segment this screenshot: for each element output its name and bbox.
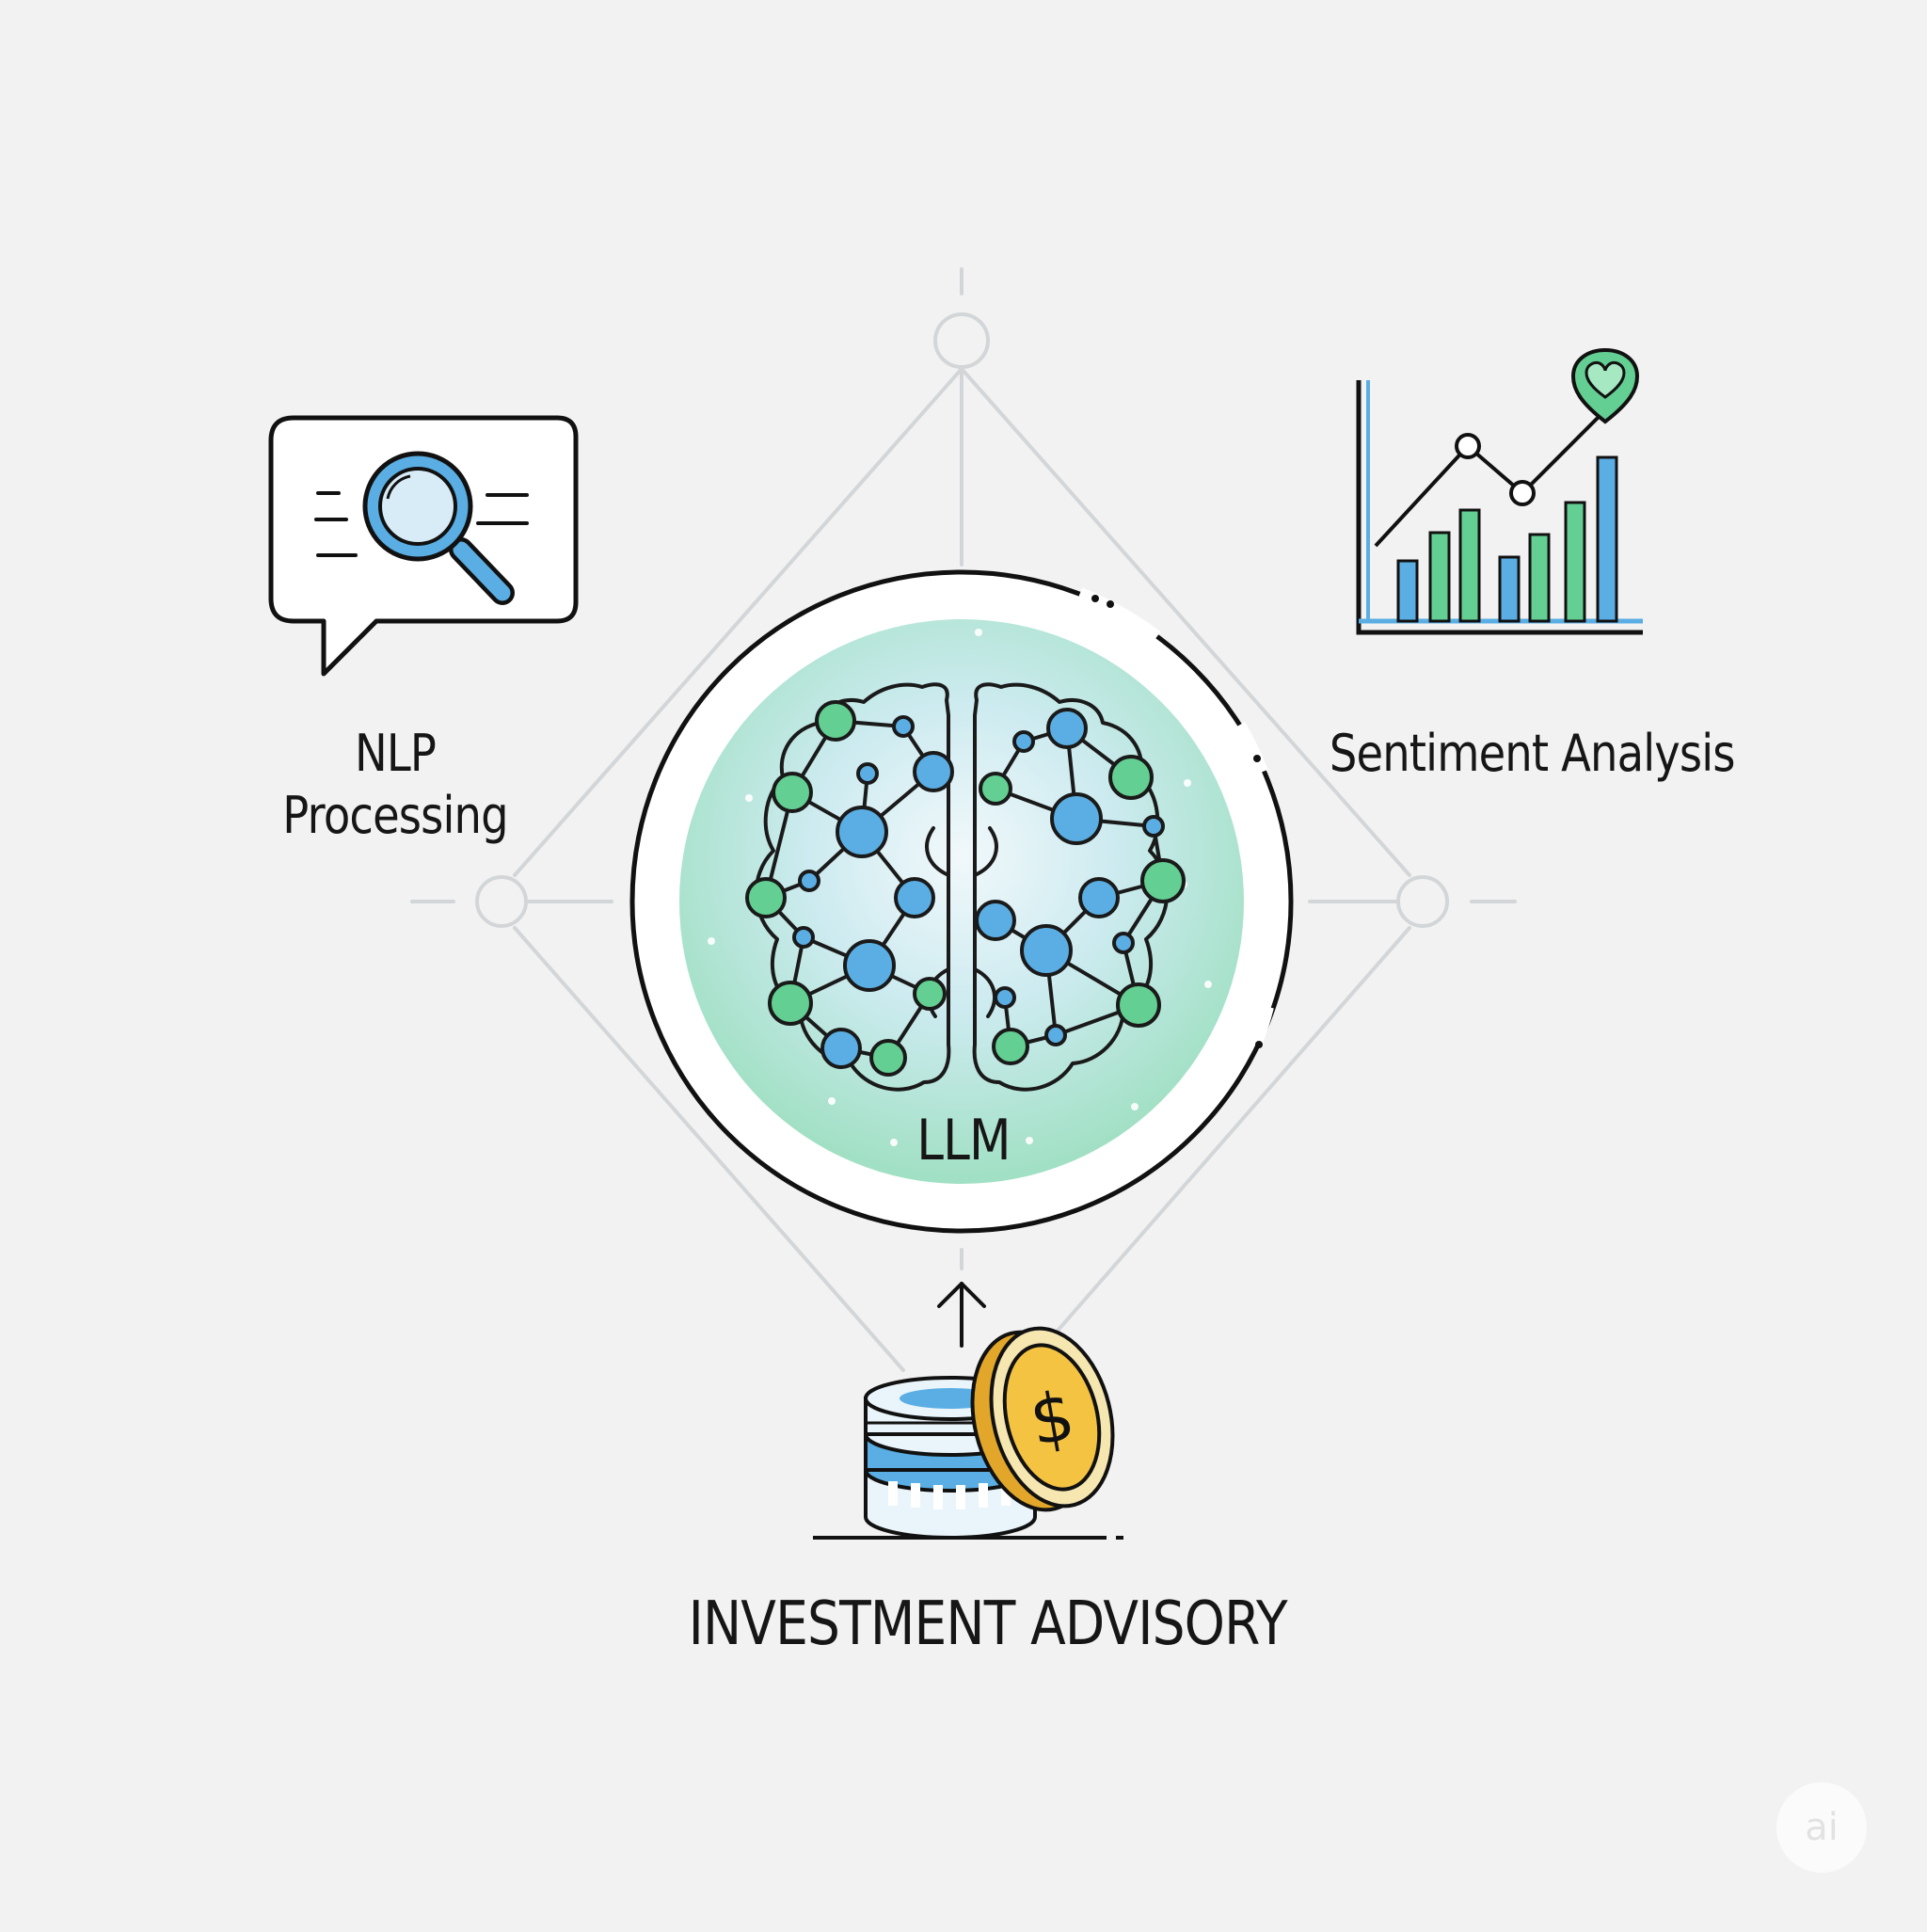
brain-network-nodes: [745, 700, 1186, 1077]
connector-lines: [410, 267, 1517, 1372]
bar-line-chart-heart-icon: [1356, 347, 1643, 635]
database-coin-icon: $: [813, 1326, 1123, 1540]
ai-badge: ai: [1776, 1782, 1867, 1873]
arrow-up-icon: [937, 1282, 986, 1348]
connector-node-left: [475, 875, 528, 928]
llm-label: LLM: [916, 1108, 1011, 1174]
investment-advisory-label: INVESTMENT ADVISORY: [688, 1589, 1288, 1659]
connector-node-right: [1396, 875, 1449, 928]
sentiment-analysis-label: Sentiment Analysis: [1329, 724, 1736, 783]
nlp-label-line2: Processing: [282, 786, 508, 845]
nlp-processing-label: NLP Processing: [258, 723, 533, 847]
connector-node-top: [933, 312, 990, 369]
magnifier-speech-bubble-icon: [268, 415, 579, 677]
llm-core: [629, 569, 1294, 1234]
connector-nodes: [475, 312, 1449, 928]
nlp-label-line1: NLP: [354, 724, 437, 783]
